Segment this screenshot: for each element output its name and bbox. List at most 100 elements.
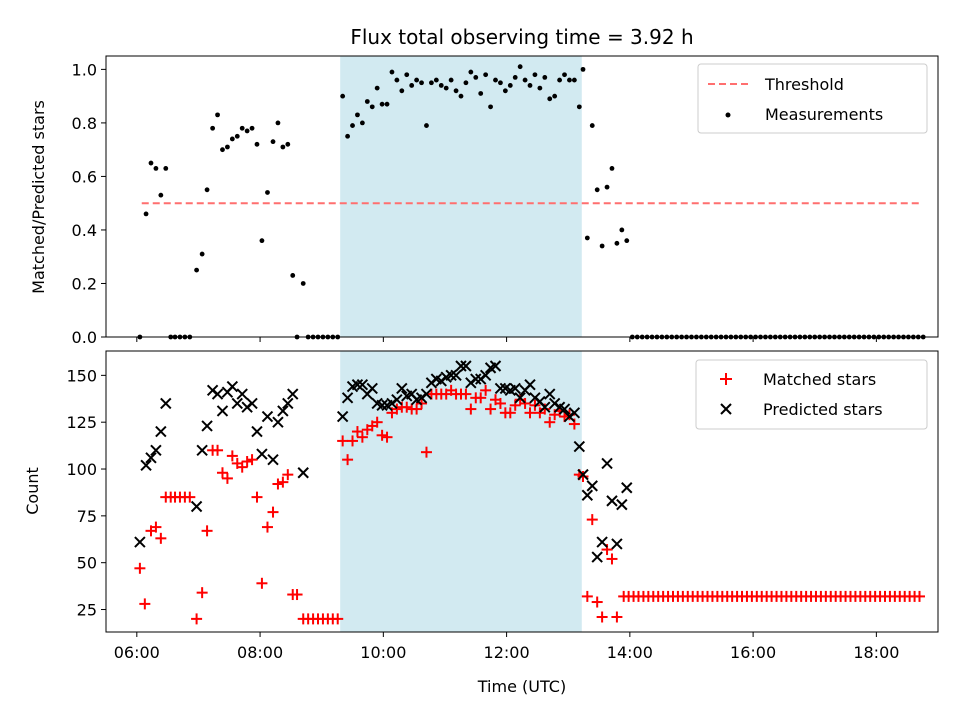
bottom-y-tick-label: 25 xyxy=(77,601,97,620)
matched-star-point xyxy=(371,416,383,428)
matched-star-point xyxy=(246,454,258,466)
bottom-y-axis-label: Count xyxy=(23,467,42,515)
matched-star-point xyxy=(139,598,151,610)
matched-star-point xyxy=(519,397,531,409)
x-tick-label: 16:00 xyxy=(730,643,776,662)
measurement-point xyxy=(542,75,548,80)
measurement-point xyxy=(244,128,250,134)
predicted-star-point xyxy=(160,397,172,410)
measurement-point xyxy=(498,80,503,86)
predicted-star-point xyxy=(450,369,462,382)
matched-star-point xyxy=(337,435,349,447)
measurement-point xyxy=(438,83,444,88)
predicted-star-point xyxy=(509,382,521,395)
x-tick-label: 08:00 xyxy=(237,643,283,662)
matched-star-point xyxy=(544,416,556,428)
matched-star-point xyxy=(577,471,589,483)
matched-star-point xyxy=(401,401,413,413)
bottom-y-tick-label: 75 xyxy=(77,507,97,526)
matched-star-point xyxy=(606,553,618,565)
measurement-point xyxy=(419,80,424,86)
predicted-star-point xyxy=(489,360,502,372)
matched-star-point xyxy=(241,456,253,468)
measurement-point xyxy=(517,64,523,70)
top-axes-frame xyxy=(105,55,939,338)
matched-star-point xyxy=(596,611,608,623)
measurement-point xyxy=(285,141,291,147)
measurement-point xyxy=(340,93,346,99)
measurement-point xyxy=(619,227,625,233)
measurement-point xyxy=(374,85,380,91)
matched-star-point xyxy=(420,446,432,458)
predicted-star-point xyxy=(366,382,378,395)
matched-star-point xyxy=(191,613,203,625)
matched-star-point xyxy=(480,384,492,396)
legend-predicted-label: Predicted stars xyxy=(763,400,883,419)
predicted-star-point xyxy=(145,452,157,464)
predicted-star-point xyxy=(616,498,628,511)
measurement-point xyxy=(143,211,149,217)
panel-bottom: 25 50 75 100 125 150 06:00 08:00 10:00 12:00 14:0… xyxy=(23,350,939,696)
matched-star-point xyxy=(267,506,279,518)
predicted-star-point xyxy=(196,444,208,456)
measurement-point xyxy=(488,104,493,110)
matched-star-point xyxy=(465,403,477,415)
predicted-star-point xyxy=(236,388,248,400)
measurement-point xyxy=(364,99,370,104)
measurement-point xyxy=(443,85,449,91)
predicted-star-point xyxy=(479,369,492,382)
measurement-point xyxy=(394,77,400,83)
predicted-star-point xyxy=(621,482,633,494)
predicted-star-point xyxy=(134,536,146,548)
measurement-point xyxy=(239,125,245,131)
matched-star-point xyxy=(272,478,284,490)
predicted-star-point xyxy=(601,457,613,470)
bottom-y-tick-label: 150 xyxy=(66,366,97,385)
measurement-point xyxy=(229,136,235,142)
matched-star-point xyxy=(291,589,303,601)
measurement-point xyxy=(345,133,350,139)
matched-star-point xyxy=(586,514,598,526)
predicted-star-point xyxy=(231,397,243,410)
matched-star-point xyxy=(485,403,497,415)
measurement-point xyxy=(355,112,360,118)
measurement-point xyxy=(280,144,286,150)
matched-star-point xyxy=(494,397,506,409)
measurement-point xyxy=(433,77,439,83)
x-tick-label: 10:00 xyxy=(360,643,406,662)
measurement-point xyxy=(259,238,265,244)
measurement-point xyxy=(158,192,164,198)
legend-measurements-swatch xyxy=(725,112,731,118)
predicted-star-point xyxy=(460,360,472,372)
legend-predicted-swatch xyxy=(720,403,732,415)
top-y-tick-label: 1.0 xyxy=(72,60,97,79)
legend-measurements-label: Measurements xyxy=(765,105,883,124)
predicted-star-point xyxy=(351,379,364,391)
matched-star-point xyxy=(216,467,228,479)
predicted-star-point xyxy=(336,410,349,423)
measurement-point xyxy=(429,80,434,86)
measurement-point xyxy=(547,96,553,102)
measurement-point xyxy=(614,240,620,246)
measurement-point xyxy=(210,125,216,131)
measurement-point xyxy=(580,66,586,72)
measurement-point xyxy=(414,77,420,83)
predicted-star-point xyxy=(420,388,433,400)
predicted-star-point xyxy=(297,467,309,479)
top-y-tick-label: 0.2 xyxy=(72,274,97,293)
top-legend: Threshold Measurements xyxy=(697,63,928,134)
measurement-point xyxy=(537,85,543,91)
measurement-point xyxy=(234,133,240,139)
top-y-tick-label: 0.0 xyxy=(72,328,97,347)
predicted-star-point xyxy=(596,536,608,548)
matched-star-point xyxy=(581,590,593,602)
predicted-star-point xyxy=(470,373,482,385)
predicted-star-point xyxy=(211,388,224,400)
matched-star-point xyxy=(184,491,196,503)
matched-star-point xyxy=(134,562,146,574)
measurement-point xyxy=(589,123,595,128)
measurement-point xyxy=(265,190,270,195)
measurement-point xyxy=(532,72,538,78)
measurement-point xyxy=(270,139,276,145)
